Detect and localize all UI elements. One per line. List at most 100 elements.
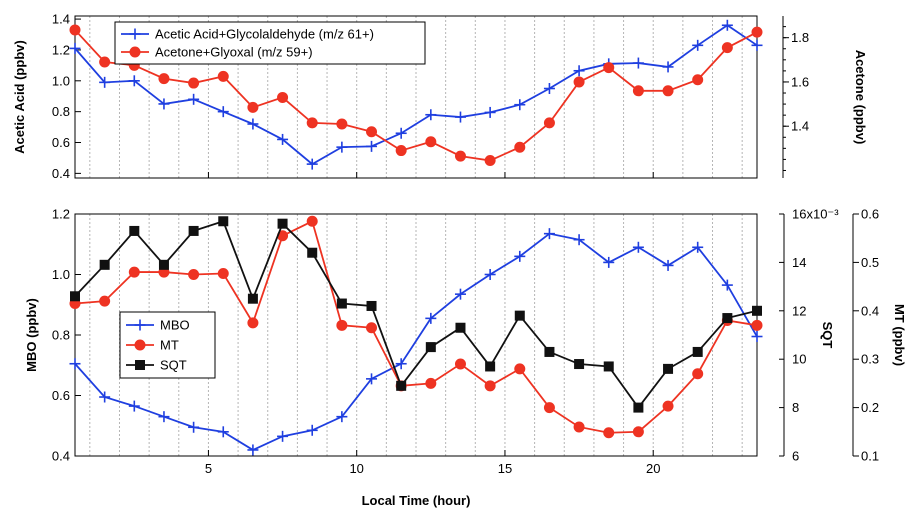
- mt-tick-label: 0.6: [861, 207, 879, 222]
- left-tick-label: 1.4: [52, 12, 70, 27]
- data-point: [247, 293, 258, 304]
- left-tick-label: 1.0: [52, 73, 70, 88]
- right-tick-label: 1.6: [791, 74, 809, 89]
- mbo-series-line: [74, 232, 758, 451]
- left-tick-label: 1.2: [52, 207, 70, 222]
- data-point: [484, 380, 496, 392]
- data-point: [543, 228, 555, 240]
- legends: Acetic Acid+Glycolaldehyde (m/z 61+) Acet…: [114, 21, 426, 379]
- data-point: [662, 259, 674, 271]
- left-tick-label: 0.8: [52, 104, 70, 119]
- data-point: [484, 155, 496, 167]
- data-point: [454, 111, 466, 123]
- data-point: [692, 346, 703, 357]
- data-point: [396, 380, 407, 391]
- legend-label: MT: [160, 338, 179, 353]
- data-point: [128, 266, 140, 278]
- axis-labels: Acetic Acid (ppbv) Acetone (ppbv) MBO (ppb…: [12, 40, 906, 508]
- data-point: [134, 339, 146, 351]
- data-point: [721, 42, 733, 54]
- data-point: [135, 360, 145, 370]
- data-point: [395, 127, 407, 139]
- sqt-tick-label: 6: [792, 449, 799, 464]
- acetone-series: [69, 24, 763, 167]
- data-point: [751, 331, 763, 343]
- data-point: [70, 291, 80, 302]
- data-point: [662, 400, 674, 412]
- data-point: [454, 358, 466, 370]
- data-point: [573, 234, 585, 246]
- data-point: [188, 93, 200, 105]
- data-point: [573, 421, 585, 433]
- mt-tick-label: 0.1: [861, 449, 879, 464]
- data-point: [99, 295, 111, 307]
- legend-label: MBO: [160, 318, 190, 333]
- data-point: [632, 85, 644, 97]
- x-tick-label: 20: [646, 461, 660, 476]
- mt-axis-title: MT (ppbv): [892, 304, 906, 366]
- left-tick-label: 0.6: [52, 135, 70, 150]
- right-tick-label: 1.4: [791, 119, 809, 134]
- data-point: [99, 391, 111, 403]
- data-point: [632, 57, 644, 69]
- data-point: [485, 361, 496, 372]
- left-tick-label: 0.6: [52, 388, 70, 403]
- sqt-series: [70, 216, 762, 413]
- data-point: [366, 140, 378, 152]
- data-point: [134, 319, 146, 331]
- sqt-tick-label: 16x10⁻³: [792, 207, 839, 222]
- data-point: [514, 99, 526, 111]
- data-point: [336, 141, 348, 153]
- data-point: [573, 76, 585, 88]
- x-tick-label: 5: [205, 461, 212, 476]
- data-point: [752, 305, 762, 316]
- data-point: [99, 56, 111, 68]
- mt-tick-label: 0.2: [861, 400, 879, 415]
- data-point: [247, 317, 259, 329]
- data-point: [306, 158, 318, 170]
- data-point: [543, 402, 555, 414]
- data-point: [425, 312, 437, 324]
- mt-tick-label: 0.5: [861, 255, 879, 270]
- left-tick-label: 0.8: [52, 328, 70, 343]
- legend-label: SQT: [160, 358, 187, 373]
- data-point: [721, 279, 733, 291]
- data-point: [306, 215, 318, 227]
- data-point: [247, 118, 259, 130]
- data-point: [395, 145, 407, 157]
- axis-ticks: 0.4 0.6 0.8 1.0 1.2 1.4 1.4 1.6 1.8 0.4 0.6 0.8 1.0 1…: [52, 12, 879, 476]
- data-point: [69, 24, 81, 36]
- data-point: [158, 98, 170, 110]
- data-point: [721, 19, 733, 31]
- data-point: [692, 74, 704, 86]
- data-point: [632, 241, 644, 253]
- data-point: [99, 259, 110, 270]
- right-tick-label: 1.8: [791, 30, 809, 45]
- data-point: [425, 109, 437, 121]
- data-point: [751, 39, 763, 51]
- data-point: [247, 101, 259, 113]
- mbo-series: [69, 228, 763, 456]
- data-point: [217, 106, 229, 118]
- data-point: [722, 313, 733, 324]
- left-tick-label: 1.0: [52, 267, 70, 282]
- data-point: [247, 444, 259, 456]
- data-point: [751, 319, 763, 331]
- sqt-tick-label: 14: [792, 255, 806, 270]
- mt-tick-label: 0.3: [861, 352, 879, 367]
- data-point: [514, 141, 526, 153]
- data-point: [425, 342, 436, 353]
- data-point: [543, 117, 555, 129]
- data-point: [514, 310, 525, 321]
- data-point: [603, 361, 614, 372]
- data-point: [574, 359, 585, 370]
- x-tick-label: 10: [349, 461, 363, 476]
- sqt-tick-label: 12: [792, 303, 806, 318]
- data-point: [69, 358, 81, 370]
- mt-tick-label: 0.4: [861, 303, 879, 318]
- data-point: [484, 106, 496, 118]
- data-point: [366, 322, 378, 334]
- data-point: [129, 225, 140, 236]
- top-panel-frame: [74, 15, 758, 179]
